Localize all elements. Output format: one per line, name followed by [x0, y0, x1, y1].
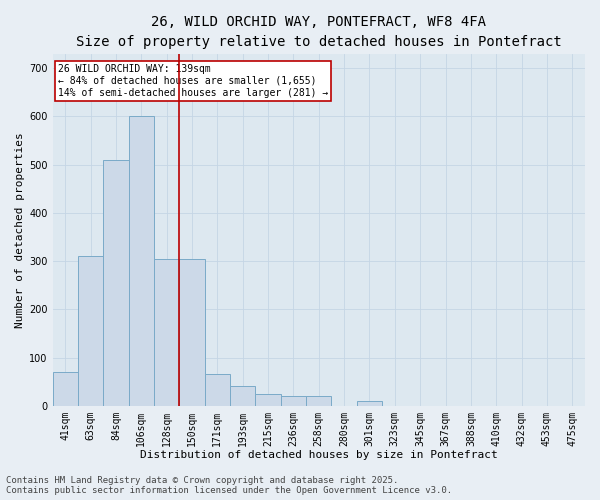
Text: Contains HM Land Registry data © Crown copyright and database right 2025.
Contai: Contains HM Land Registry data © Crown c…	[6, 476, 452, 495]
Text: 26 WILD ORCHID WAY: 139sqm
← 84% of detached houses are smaller (1,655)
14% of s: 26 WILD ORCHID WAY: 139sqm ← 84% of deta…	[58, 64, 328, 98]
Title: 26, WILD ORCHID WAY, PONTEFRACT, WF8 4FA
Size of property relative to detached h: 26, WILD ORCHID WAY, PONTEFRACT, WF8 4FA…	[76, 15, 562, 48]
Y-axis label: Number of detached properties: Number of detached properties	[15, 132, 25, 328]
Bar	[205, 374, 230, 406]
Bar	[230, 386, 256, 406]
Bar	[306, 396, 331, 406]
Bar	[281, 396, 306, 406]
Bar	[53, 372, 78, 406]
Bar	[103, 160, 128, 406]
Bar	[78, 256, 103, 406]
Bar	[128, 116, 154, 406]
Bar	[357, 401, 382, 406]
X-axis label: Distribution of detached houses by size in Pontefract: Distribution of detached houses by size …	[140, 450, 497, 460]
Bar	[154, 258, 179, 406]
Bar	[179, 258, 205, 406]
Bar	[256, 394, 281, 406]
